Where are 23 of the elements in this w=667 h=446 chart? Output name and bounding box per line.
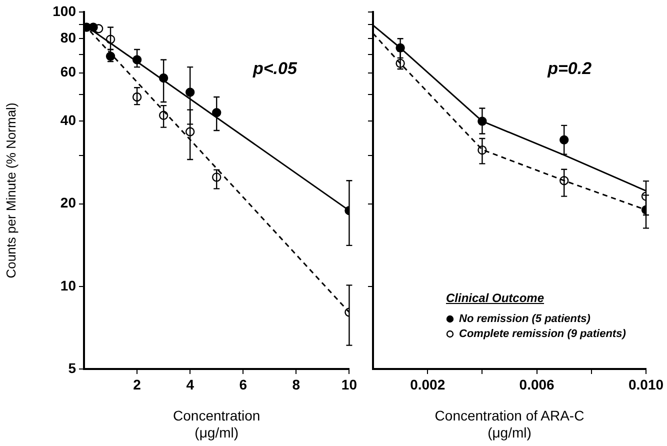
y-tick-label: 10 (60, 277, 76, 294)
y-tick-label: 20 (60, 194, 76, 211)
legend-label: No remission (5 patients) (459, 313, 591, 326)
x-tick-label: 0.010 (628, 376, 664, 392)
x-tick-label: 0.002 (410, 376, 446, 392)
x-tick-label: 6 (239, 376, 248, 392)
x-tick-label: 2 (133, 376, 142, 392)
x-tick-label: 10 (341, 376, 358, 392)
legend-title: Clinical Outcome (446, 291, 544, 305)
annotation: p=0.2 (546, 59, 592, 78)
x-tick-label: 4 (186, 376, 194, 392)
x-axis-title: Concentration (μg/ml) (173, 408, 260, 440)
y-tick-label: 5 (68, 360, 76, 376)
legend-label: Complete remission (9 patients) (459, 328, 626, 340)
x-tick-label: 8 (292, 376, 300, 392)
y-tick-label: 100 (52, 2, 76, 19)
y-tick-label: 40 (60, 112, 76, 128)
y-tick-label: 60 (60, 64, 76, 80)
x-axis-title: Concentration of ARA-C (μg/ml) (434, 408, 584, 440)
x-tick-label: 0.006 (519, 376, 555, 392)
y-axis-title: Counts per Minute (% Normal) (3, 102, 18, 278)
y-tick-label: 80 (60, 29, 76, 46)
annotation: p<.05 (252, 59, 298, 78)
